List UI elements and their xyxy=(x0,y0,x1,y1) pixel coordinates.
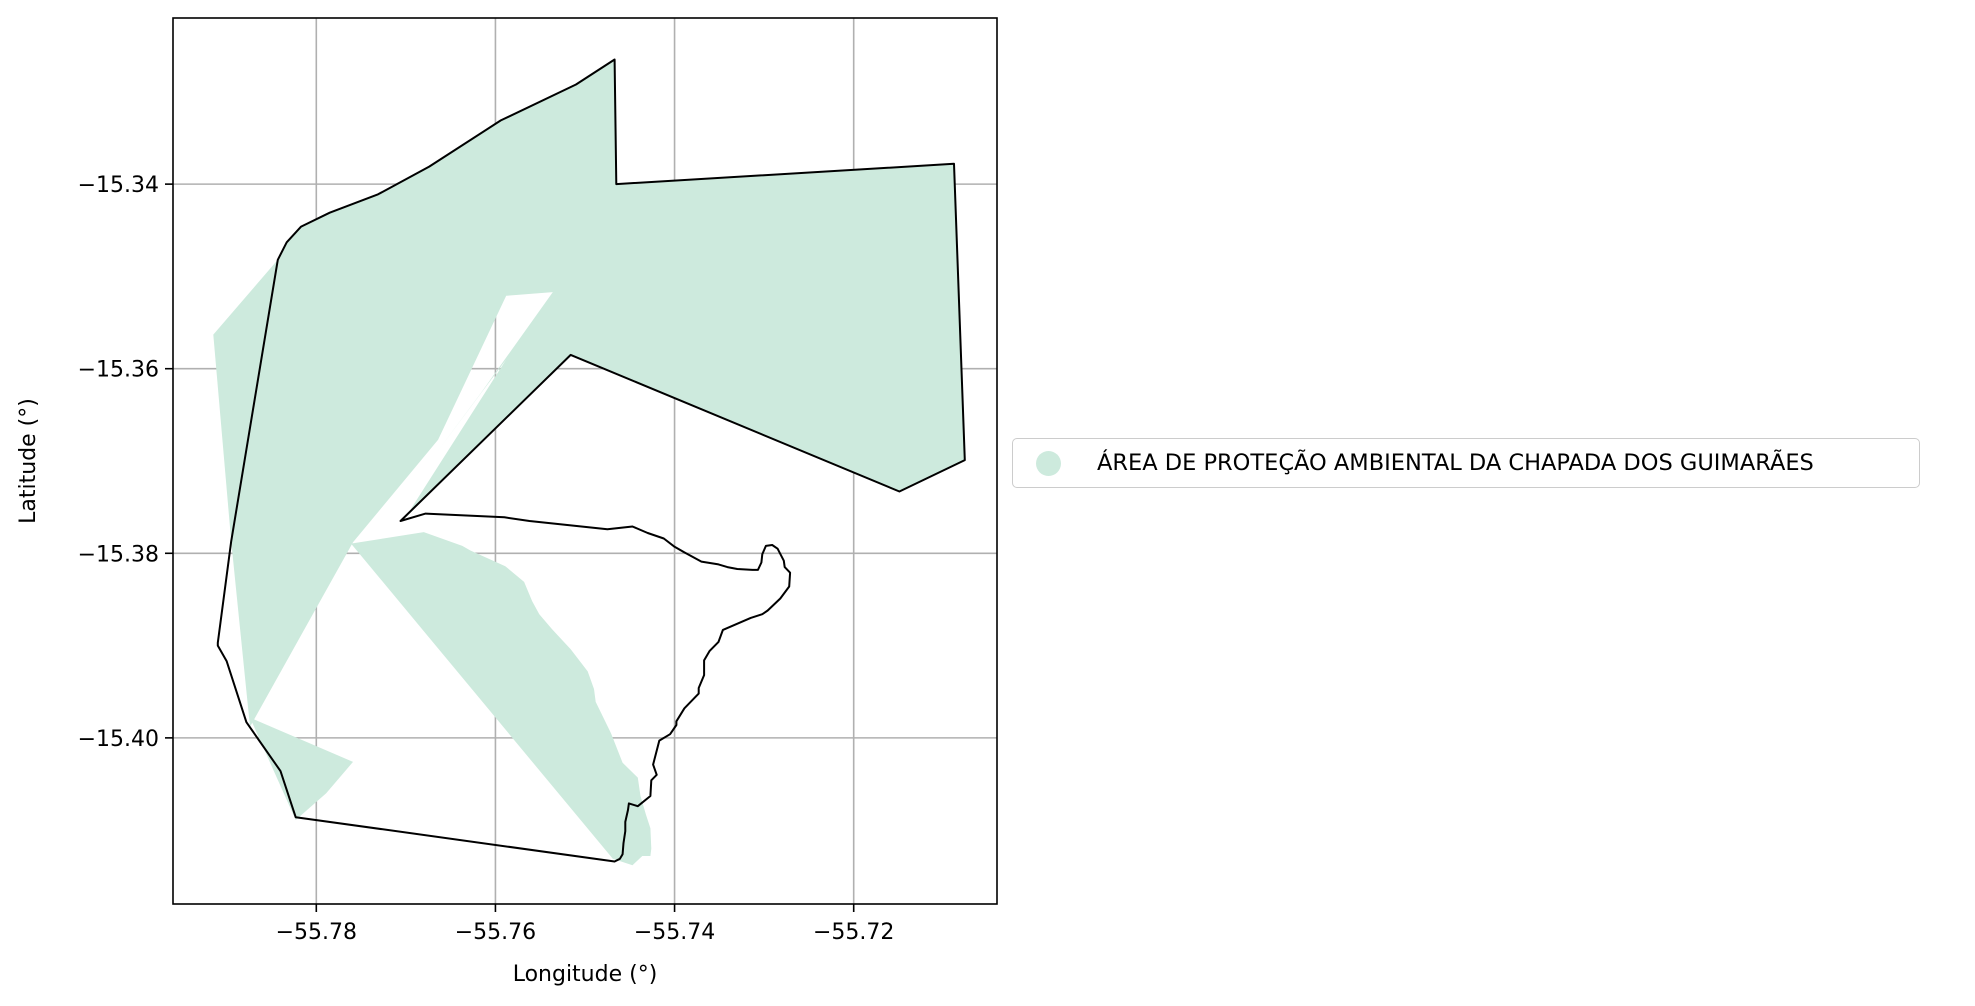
boundary-outline xyxy=(216,58,966,863)
protected-area-fill xyxy=(213,59,965,866)
x-tick-label: −55.78 xyxy=(276,920,357,945)
protected-area-polygon xyxy=(250,717,353,820)
protected-area-outline xyxy=(216,58,966,863)
x-tick-label: −55.76 xyxy=(455,920,536,945)
x-tick-label: −55.74 xyxy=(634,920,715,945)
protected-area-polygon xyxy=(213,59,965,727)
y-axis-label: Latitude (°) xyxy=(16,398,41,524)
y-tick-label: −15.34 xyxy=(78,173,159,198)
protected-area-polygon xyxy=(346,532,652,866)
x-tick-label: −55.72 xyxy=(813,920,894,945)
axis-ticks: −55.78 −55.76 −55.74 −55.72 −15.34 −15.36 −15.… xyxy=(78,173,895,945)
plot-frame xyxy=(172,17,998,905)
y-tick-label: −15.36 xyxy=(78,358,159,383)
y-tick-label: −15.38 xyxy=(78,542,159,567)
legend-label: ÁREA DE PROTEÇÃO AMBIENTAL DA CHAPADA DO… xyxy=(1097,450,1814,476)
y-tick-label: −15.40 xyxy=(78,727,159,752)
x-axis-label: Longitude (°) xyxy=(513,962,658,987)
legend-marker-icon xyxy=(1036,450,1061,476)
legend: ÁREA DE PROTEÇÃO AMBIENTAL DA CHAPADA DO… xyxy=(1012,438,1920,488)
